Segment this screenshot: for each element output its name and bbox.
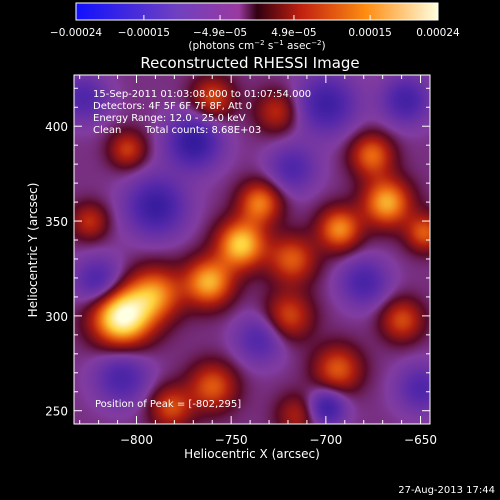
x-tick-label: −700 bbox=[309, 433, 342, 447]
chart-title: Reconstructed RHESSI Image bbox=[140, 54, 359, 72]
info-block: 15-Sep-2011 01:03:08.000 to 01:07:54.000… bbox=[93, 89, 311, 136]
y-tick-labels: 250 300 350 400 bbox=[45, 120, 68, 419]
info-clean-method: Clean bbox=[93, 125, 121, 136]
colorbar-tick-label: −4.9e−05 bbox=[193, 27, 247, 39]
colorbar-tick-label: −0.00015 bbox=[118, 27, 170, 39]
y-axis-label: Heliocentric Y (arcsec) bbox=[26, 183, 40, 318]
heatmap-canvas bbox=[74, 75, 430, 424]
colorbar-ticks bbox=[75, 2, 439, 21]
colorbar-tick-label: 4.9e−05 bbox=[271, 27, 316, 39]
colorbar-tick-label: −0.00024 bbox=[50, 27, 103, 39]
info-time-range: 15-Sep-2011 01:03:08.000 to 01:07:54.000 bbox=[93, 89, 311, 100]
info-total-counts: Total counts: 8.68E+03 bbox=[144, 125, 261, 136]
heatmap-image bbox=[74, 75, 430, 424]
y-tick-label: 300 bbox=[45, 310, 68, 324]
y-tick-label: 350 bbox=[45, 215, 68, 229]
info-detectors: Detectors: 4F 5F 6F 7F 8F, Att 0 bbox=[93, 101, 252, 112]
peak-position-label: Position of Peak = [-802,295] bbox=[95, 399, 241, 410]
axis-ticks bbox=[74, 75, 430, 424]
colorbar-unit-label: (photons cm−2 s−1 asec−2) bbox=[188, 39, 325, 52]
colorbar-frame bbox=[75, 2, 439, 21]
colorbar: −0.00024 −0.00015 −4.9e−05 4.9e−05 0.00015 0.… bbox=[50, 2, 460, 52]
colorbar-gradient bbox=[76, 3, 438, 20]
colorbar-tick-label: 0.00024 bbox=[416, 27, 460, 39]
plot-frame bbox=[73, 74, 431, 425]
colorbar-tick-label: 0.00015 bbox=[348, 27, 391, 39]
footer-timestamp: 27-Aug-2013 17:44 bbox=[398, 485, 495, 496]
info-energy-range: Energy Range: 12.0 - 25.0 keV bbox=[93, 113, 246, 124]
y-tick-label: 250 bbox=[45, 405, 68, 419]
x-tick-label: −650 bbox=[404, 433, 437, 447]
x-tick-labels: −800 −750 −700 −650 bbox=[120, 433, 437, 447]
x-tick-label: −750 bbox=[215, 433, 248, 447]
y-tick-label: 400 bbox=[45, 120, 68, 134]
x-axis-label: Heliocentric X (arcsec) bbox=[184, 447, 320, 461]
x-tick-label: −800 bbox=[120, 433, 153, 447]
colorbar-tick-labels: −0.00024 −0.00015 −4.9e−05 4.9e−05 0.00015 0.… bbox=[50, 27, 460, 39]
